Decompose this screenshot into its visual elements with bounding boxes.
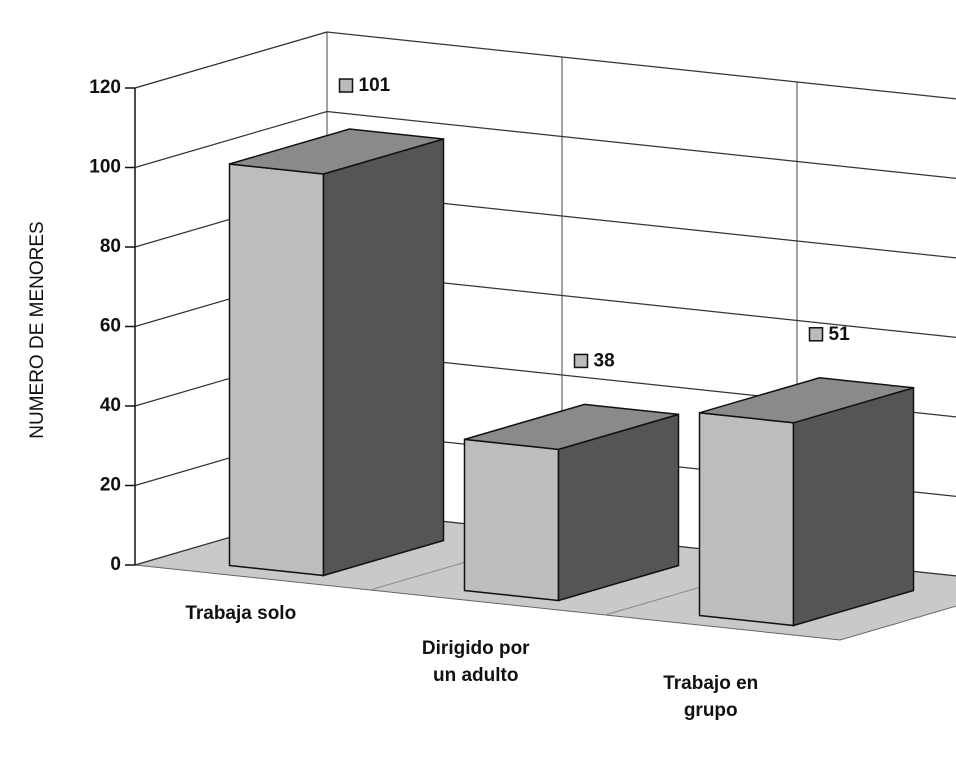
y-tick-label: 80 bbox=[100, 236, 121, 257]
data-label: 101 bbox=[359, 75, 391, 96]
x-tick-label: Trabajo en grupo bbox=[663, 673, 759, 722]
grid-line bbox=[134, 31, 956, 100]
y-tick-label: 20 bbox=[100, 475, 121, 496]
y-tick-label: 60 bbox=[100, 316, 121, 337]
bar-side bbox=[792, 386, 915, 627]
bar-front bbox=[228, 163, 325, 577]
data-label: 38 bbox=[594, 350, 615, 371]
y-tick-label: 100 bbox=[89, 157, 121, 178]
bar-top bbox=[699, 377, 914, 424]
bar-side bbox=[322, 138, 445, 577]
bar-top bbox=[229, 128, 444, 175]
bar bbox=[463, 403, 680, 602]
x-tick-label: Dirigido por un adulto bbox=[421, 638, 530, 687]
bar-top bbox=[464, 403, 679, 451]
y-tick-label: 40 bbox=[100, 395, 121, 416]
data-label-key bbox=[338, 78, 354, 93]
grid-line bbox=[134, 110, 956, 180]
bar-front bbox=[463, 438, 560, 602]
data-label-key bbox=[573, 353, 589, 369]
bar bbox=[698, 377, 915, 627]
bar bbox=[228, 128, 445, 577]
y-tick-label: 120 bbox=[89, 77, 121, 98]
y-tick-label: 0 bbox=[110, 554, 121, 575]
y-axis-title: NUMERO DE MENORES bbox=[27, 221, 48, 439]
data-label: 51 bbox=[829, 324, 851, 345]
data-label-key bbox=[808, 327, 824, 342]
bar-front bbox=[698, 411, 795, 627]
x-tick-label: Trabaja solo bbox=[185, 603, 297, 625]
